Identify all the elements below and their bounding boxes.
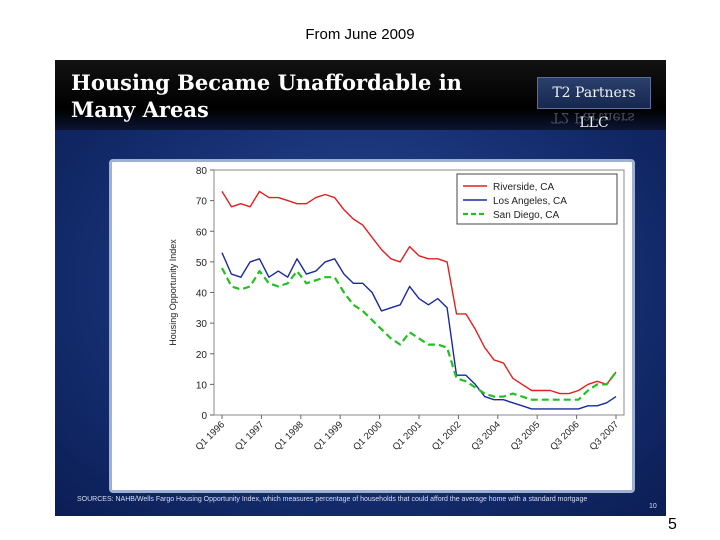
slide: Housing Became Unaffordable in Many Area… (55, 60, 666, 516)
x-tick-label: Q1 1999 (312, 419, 346, 453)
x-tick-label: Q3 2004 (469, 419, 503, 453)
y-tick-label: 50 (196, 258, 208, 269)
legend-box (456, 173, 618, 225)
legend-label: Riverside, CA (493, 182, 554, 193)
slide-header: Housing Became Unaffordable in Many Area… (55, 60, 666, 131)
series-line-los-angeles-ca (221, 252, 617, 410)
page-number: 5 (668, 516, 677, 533)
x-tick-label: Q1 1996 (194, 419, 228, 453)
y-tick-label: 0 (201, 411, 207, 422)
legend-label: Los Angeles, CA (493, 196, 567, 207)
y-tick-label: 80 (196, 166, 208, 177)
line-chart: 0 10 20 30 40 50 60 70 80 Housing Opportunity Ind… (168, 166, 625, 453)
y-tick-label: 70 (196, 197, 208, 208)
y-tick-label: 20 (196, 350, 208, 361)
slide-number: 10 (649, 503, 657, 510)
x-tick-label: Q1 1997 (233, 419, 267, 453)
y-tick-label: 10 (196, 380, 208, 391)
y-tick-label: 30 (196, 319, 208, 330)
slide-title: Housing Became Unaffordable in Many Area… (71, 70, 462, 122)
x-tick-label: Q1 2002 (430, 419, 464, 453)
brand-logo: T2 Partners LLC (537, 77, 651, 131)
x-tick-label: Q1 2001 (391, 419, 425, 453)
sources-note: SOURCES: NAHB/Wells Fargo Housing Opport… (77, 496, 588, 503)
x-tick-label: Q3 2006 (548, 419, 582, 453)
y-axis-label: Housing Opportunity Index (168, 239, 178, 346)
x-tick-label: Q1 2000 (351, 419, 385, 453)
x-tick-label: Q3 2007 (588, 419, 622, 453)
x-tick-label: Q1 1998 (272, 419, 306, 453)
y-tick-label: 60 (196, 227, 208, 238)
y-tick-label: 40 (196, 289, 208, 300)
series-line-riverside-ca (221, 190, 617, 395)
page-caption: From June 2009 (305, 26, 415, 43)
legend-label: San Diego, CA (493, 210, 559, 221)
brand-logo-reflection: T2 Partners LLC (551, 110, 635, 124)
series-line-san-diego-ca (221, 267, 617, 401)
x-tick-label: Q3 2005 (509, 419, 543, 453)
chart-frame: 0 10 20 30 40 50 60 70 80 Housing Opportunity Ind… (109, 159, 635, 493)
